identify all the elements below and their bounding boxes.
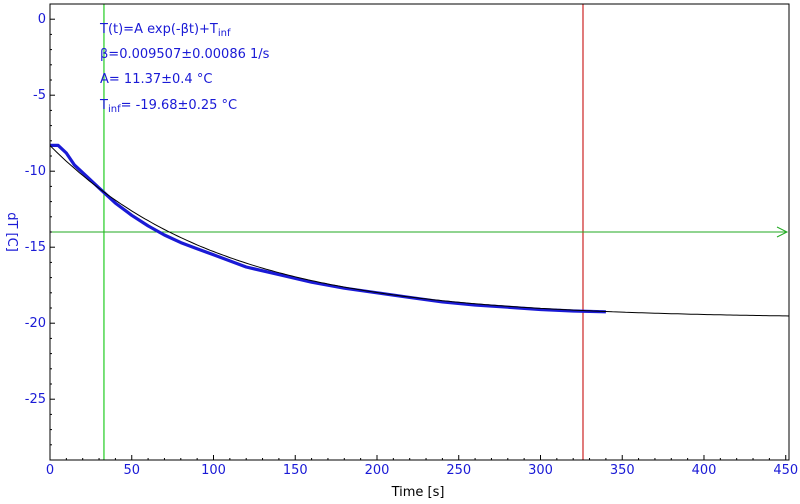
fit-tinf: Tinf= -19.68±0.25 °C — [100, 98, 237, 115]
x-tick-label: 100 — [201, 463, 226, 478]
fit-tinf-sub: inf — [107, 104, 121, 115]
fit-amplitude: A= 11.37±0.4 °C — [100, 72, 213, 87]
x-tick-label: 0 — [46, 463, 54, 478]
x-tick-label: 200 — [365, 463, 390, 478]
x-tick-label: 150 — [283, 463, 308, 478]
x-tick-label: 250 — [446, 463, 471, 478]
fit-beta: β=0.009507±0.00086 1/s — [100, 47, 270, 62]
y-tick-label: -25 — [25, 392, 46, 407]
plot-area — [49, 4, 790, 460]
measured-data-series — [50, 143, 606, 314]
axes: 0 -5 -10 -15 -20 -25 0 50 100 150 200 250 300 350 400 4… — [25, 3, 798, 478]
horizontal-marker-arrow — [776, 226, 789, 238]
fit-formula: T(t)=A exp(-βt)+Tinf — [100, 22, 231, 39]
fit-formula-sub: inf — [217, 28, 231, 39]
y-axis-label: dT [C] — [4, 212, 19, 252]
x-tick-label: 350 — [610, 463, 635, 478]
y-tick-label: -5 — [33, 88, 46, 103]
x-tick-label: 450 — [773, 463, 798, 478]
y-tick-label: -20 — [25, 316, 46, 331]
x-tick-label: 400 — [692, 463, 717, 478]
x-tick-label: 300 — [528, 463, 553, 478]
fit-curve-series — [49, 145, 790, 317]
x-tick-label: 50 — [123, 463, 140, 478]
y-tick-label: -10 — [25, 164, 46, 179]
x-axis-label: Time [s] — [391, 485, 445, 500]
y-tick-label: 0 — [38, 12, 46, 27]
fit-tinf-value: = -19.68±0.25 °C — [120, 98, 238, 113]
fit-tinf-prefix: T — [100, 98, 108, 113]
fit-formula-main: T(t)=A exp(-βt)+T — [100, 22, 218, 37]
y-tick-label: -15 — [25, 240, 46, 255]
